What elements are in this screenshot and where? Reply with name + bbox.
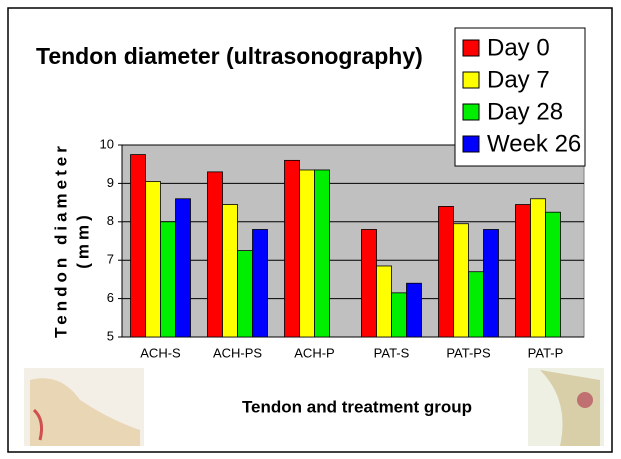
bar bbox=[284, 159, 300, 338]
bar bbox=[299, 169, 315, 338]
bar bbox=[468, 271, 484, 338]
y-axis-label: (mm) bbox=[73, 211, 92, 269]
bar bbox=[252, 229, 268, 338]
bar bbox=[222, 204, 238, 338]
legend-label: Day 28 bbox=[487, 98, 563, 125]
bar bbox=[453, 223, 469, 338]
y-tick-label: 6 bbox=[107, 290, 114, 305]
legend-swatch bbox=[462, 103, 480, 121]
bar bbox=[130, 154, 146, 338]
bar bbox=[361, 229, 377, 338]
knee-image bbox=[528, 368, 604, 446]
bar bbox=[483, 229, 499, 338]
x-tick-label: ACH-P bbox=[294, 345, 334, 360]
legend-label: Day 0 bbox=[487, 34, 550, 61]
x-axis-label: Tendon and treatment group bbox=[242, 397, 472, 416]
chart-title: Tendon diameter (ultrasonography) bbox=[36, 43, 423, 69]
bar bbox=[314, 169, 330, 338]
bar bbox=[145, 181, 161, 338]
y-axis-label: Tendon diameter bbox=[51, 142, 70, 338]
legend-label: Week 26 bbox=[487, 130, 581, 157]
x-tick-label: ACH-PS bbox=[213, 345, 262, 360]
legend-swatch bbox=[462, 71, 480, 89]
legend-label: Day 7 bbox=[487, 66, 550, 93]
bar bbox=[207, 171, 223, 338]
plot-area bbox=[121, 144, 585, 338]
bar bbox=[530, 198, 546, 338]
bar bbox=[391, 292, 407, 338]
bar bbox=[515, 204, 531, 338]
y-tick-label: 7 bbox=[107, 252, 114, 267]
y-tick-label: 9 bbox=[107, 175, 114, 190]
foot-image bbox=[24, 368, 144, 446]
y-tick-label: 8 bbox=[107, 213, 114, 228]
bar bbox=[545, 211, 561, 338]
x-tick-label: PAT-P bbox=[528, 345, 564, 360]
bar bbox=[406, 282, 422, 338]
y-tick-label: 5 bbox=[107, 328, 114, 343]
bar bbox=[175, 198, 191, 338]
bar bbox=[237, 250, 253, 338]
x-tick-label: ACH-S bbox=[140, 345, 181, 360]
y-tick-label: 10 bbox=[100, 136, 114, 151]
legend-swatch bbox=[462, 39, 480, 57]
x-tick-label: PAT-PS bbox=[446, 345, 491, 360]
bar bbox=[438, 206, 454, 338]
legend-swatch bbox=[462, 135, 480, 153]
x-tick-label: PAT-S bbox=[374, 345, 410, 360]
bar bbox=[160, 221, 176, 338]
bar bbox=[376, 265, 392, 338]
